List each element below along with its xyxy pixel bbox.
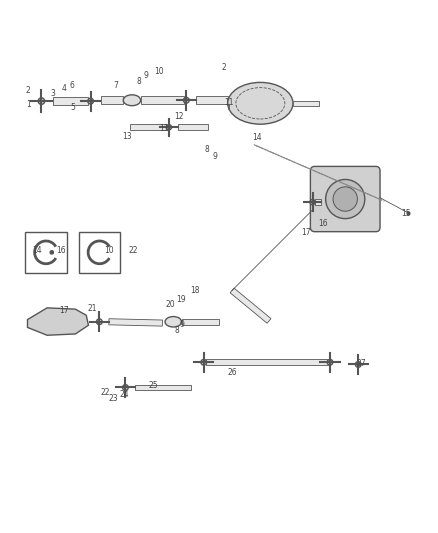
Polygon shape	[206, 359, 328, 365]
Polygon shape	[109, 319, 162, 326]
Circle shape	[50, 251, 53, 254]
Text: 2: 2	[26, 86, 31, 95]
Text: 24: 24	[119, 390, 129, 399]
Text: 4: 4	[62, 84, 67, 93]
Circle shape	[310, 199, 315, 205]
Polygon shape	[228, 104, 229, 109]
Polygon shape	[28, 308, 88, 335]
Text: 1: 1	[26, 100, 31, 109]
Text: 8: 8	[205, 146, 209, 155]
Text: 14: 14	[33, 246, 42, 255]
Circle shape	[88, 98, 93, 104]
Text: 14: 14	[252, 133, 262, 142]
Text: 9: 9	[212, 152, 217, 161]
Polygon shape	[182, 319, 219, 325]
Text: 10: 10	[154, 67, 164, 76]
Text: 15: 15	[401, 209, 411, 219]
Text: 7: 7	[113, 80, 118, 90]
Ellipse shape	[165, 317, 182, 327]
Polygon shape	[130, 124, 167, 131]
Polygon shape	[196, 96, 228, 104]
Ellipse shape	[123, 95, 141, 106]
FancyBboxPatch shape	[25, 232, 67, 273]
Text: 19: 19	[176, 295, 186, 304]
Text: 8: 8	[174, 326, 179, 335]
Text: 16: 16	[318, 220, 328, 228]
Text: 17: 17	[60, 306, 69, 315]
Circle shape	[184, 98, 189, 103]
Text: 21: 21	[87, 304, 97, 313]
Text: 11: 11	[225, 98, 234, 107]
FancyBboxPatch shape	[79, 232, 120, 273]
Text: 25: 25	[149, 381, 159, 390]
Circle shape	[325, 180, 365, 219]
Polygon shape	[135, 385, 191, 390]
Ellipse shape	[228, 83, 293, 124]
Text: 11: 11	[159, 124, 169, 133]
Circle shape	[327, 359, 333, 365]
Text: 18: 18	[191, 286, 200, 295]
Text: 8: 8	[136, 77, 141, 86]
Text: 27: 27	[357, 359, 367, 368]
Polygon shape	[315, 199, 321, 205]
Text: 10: 10	[105, 246, 114, 255]
Polygon shape	[178, 124, 208, 131]
Text: 16: 16	[57, 246, 66, 255]
FancyBboxPatch shape	[311, 166, 380, 232]
Circle shape	[333, 187, 357, 211]
Text: 23: 23	[109, 394, 119, 403]
Text: 9: 9	[180, 320, 184, 329]
Text: 9: 9	[144, 71, 148, 80]
Circle shape	[38, 98, 45, 104]
Text: 12: 12	[174, 112, 184, 122]
Circle shape	[123, 385, 128, 390]
Circle shape	[201, 359, 207, 365]
Circle shape	[96, 319, 102, 325]
Text: 22: 22	[100, 388, 110, 397]
Text: 5: 5	[71, 103, 76, 112]
Text: 13: 13	[122, 132, 131, 141]
Polygon shape	[141, 96, 184, 104]
Text: 2: 2	[222, 63, 226, 71]
Polygon shape	[230, 288, 271, 323]
Circle shape	[166, 125, 172, 130]
Polygon shape	[53, 97, 88, 105]
Text: 6: 6	[70, 81, 74, 90]
Circle shape	[355, 361, 361, 367]
Text: 26: 26	[227, 368, 237, 377]
Text: 20: 20	[166, 300, 175, 309]
Polygon shape	[101, 96, 123, 104]
Polygon shape	[293, 101, 319, 106]
Text: 17: 17	[301, 228, 311, 237]
Text: 3: 3	[50, 89, 55, 98]
Text: 22: 22	[129, 246, 138, 255]
